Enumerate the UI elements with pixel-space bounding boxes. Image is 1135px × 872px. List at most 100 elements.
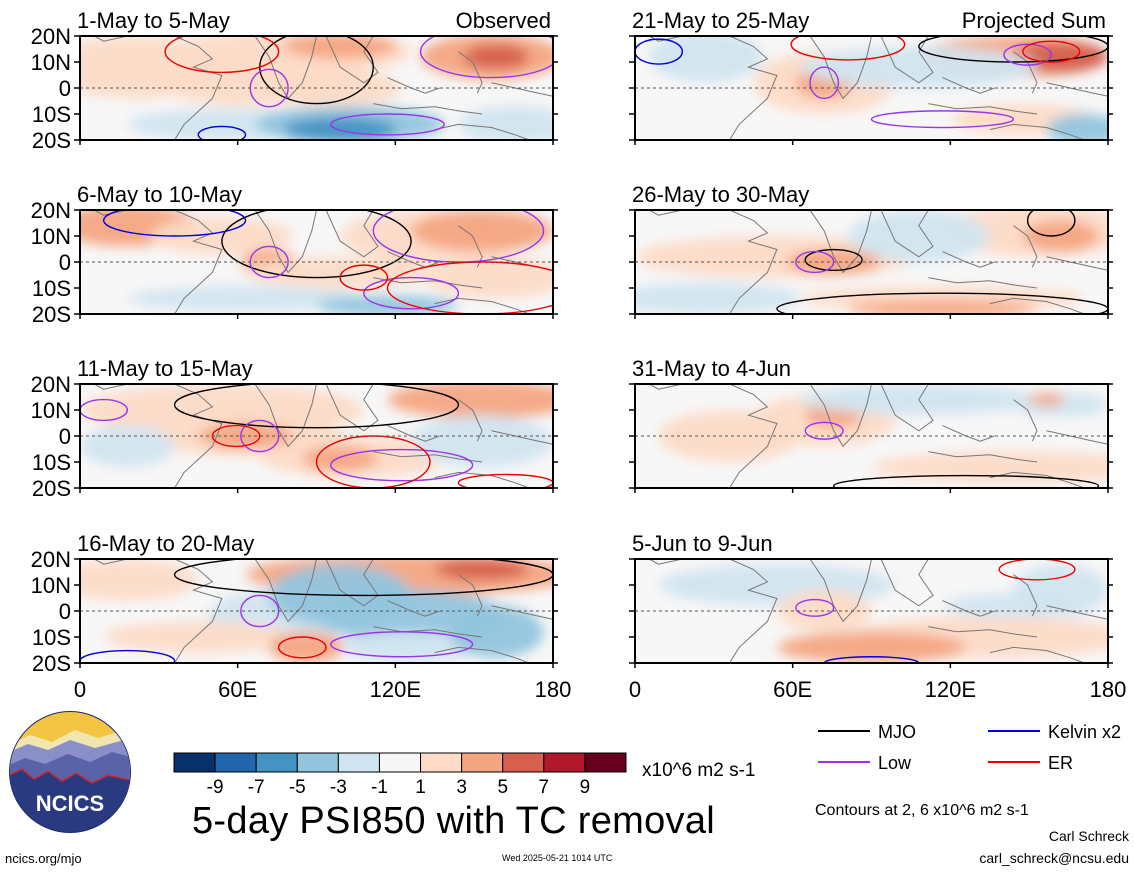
anomaly-blob	[259, 69, 402, 107]
lat-label: 20N	[31, 372, 71, 397]
colorbar-swatch	[378, 752, 422, 773]
contour-low	[329, 113, 445, 136]
lat-label: 10N	[31, 398, 71, 423]
coastline	[434, 646, 530, 663]
coastline	[942, 425, 995, 442]
colorbar-units: x10^6 m2 s-1	[642, 760, 756, 781]
contour-er	[277, 636, 327, 659]
coastline	[809, 559, 872, 623]
lon-label: 120E	[925, 677, 976, 702]
coastline	[942, 77, 995, 94]
coastline	[635, 210, 778, 314]
anomaly-blob	[198, 423, 293, 449]
colorbar-tick-label: -9	[207, 777, 224, 798]
colorbar-swatch	[502, 752, 545, 773]
coastline	[1046, 82, 1108, 97]
coastline	[80, 559, 223, 663]
lat-label: 10N	[31, 224, 71, 249]
anomaly-blob	[635, 282, 801, 314]
coastline	[928, 103, 1038, 115]
contour-mjo	[918, 36, 1108, 63]
anomaly-blob	[942, 593, 1085, 619]
lat-label: 10S	[32, 625, 71, 650]
legend-label: Kelvin x2	[1048, 722, 1121, 742]
contour-kelvinx	[197, 125, 247, 140]
contour-kelvinx	[102, 210, 247, 237]
coastline	[325, 559, 379, 607]
lat-label: 10S	[32, 450, 71, 475]
colorbar-tick-label: -7	[248, 777, 265, 798]
lon-label: 60E	[773, 677, 812, 702]
coastline	[325, 210, 379, 258]
contour-low	[329, 448, 474, 482]
lat-label: 10S	[32, 102, 71, 127]
contour-low	[870, 110, 1015, 129]
anomaly-blob	[411, 210, 553, 252]
lon-label: 180	[1090, 677, 1127, 702]
lat-label: 10N	[31, 573, 71, 598]
colorbar-tick-label: -1	[371, 777, 388, 798]
lon-label: 180	[535, 677, 572, 702]
panel-title: 6-May to 10-May	[77, 182, 242, 207]
lat-label: 20S	[32, 302, 71, 327]
anomaly-blob	[150, 217, 293, 255]
contours	[795, 559, 1076, 663]
contour-mjo	[173, 384, 460, 429]
coastline	[1013, 51, 1038, 94]
colorbar-tick-label: 1	[415, 777, 426, 798]
contours	[635, 36, 1108, 129]
colorbar-swatch	[214, 752, 257, 773]
website-link[interactable]: ncics.org/mjo	[5, 851, 82, 866]
anomaly-blob	[800, 46, 1038, 88]
coastline	[254, 210, 317, 274]
lat-label: 10N	[31, 50, 71, 75]
coastline	[491, 430, 553, 445]
colorbar-swatch	[255, 752, 298, 773]
timestamp: Wed 2025-05-21 1014 UTC	[502, 853, 613, 863]
coastline	[387, 77, 440, 94]
contour-mjo	[1026, 210, 1076, 237]
lat-label: 20S	[32, 651, 71, 676]
colorbar-tick-label: -3	[330, 777, 347, 798]
coastline	[434, 297, 530, 314]
author-email[interactable]: carl_schreck@ncsu.edu	[979, 850, 1129, 866]
lat-label: 20S	[32, 128, 71, 153]
coastline	[80, 36, 223, 140]
coastline	[1013, 225, 1038, 268]
coastline	[1046, 605, 1108, 620]
anomaly-blob	[340, 631, 483, 663]
contour-low	[419, 36, 553, 79]
coastline	[928, 626, 1038, 638]
anomaly-blob	[80, 559, 199, 601]
anomaly-blob	[127, 285, 364, 311]
coastline	[880, 384, 934, 432]
anomaly-blob	[80, 425, 175, 468]
lon-label: 0	[629, 677, 641, 702]
colorbar-tick-label: 7	[539, 777, 550, 798]
anomaly-blob	[425, 256, 553, 299]
coastline	[1046, 430, 1108, 445]
coastline	[80, 210, 223, 314]
coastline	[1013, 399, 1038, 442]
contour-low	[795, 598, 835, 617]
colorbar-swatch	[543, 752, 586, 773]
map-panel: 26-May to 30-May	[629, 182, 1113, 319]
anomaly-blob	[283, 36, 397, 59]
contour-mjo	[832, 474, 1100, 488]
anomaly-shading	[80, 210, 553, 314]
anomaly-blob	[871, 451, 1108, 483]
ncics-logo: NCICS	[9, 711, 131, 833]
panel-title: 16-May to 20-May	[77, 531, 254, 556]
map-panel: 5-Jun to 9-Jun 0 60E 120E 180	[629, 531, 1127, 702]
anomaly-blob	[1022, 220, 1099, 252]
lat-label: 20S	[32, 476, 71, 501]
map-panel: 31-May to 4-Jun	[629, 356, 1113, 493]
anomaly-blob	[302, 446, 378, 472]
lat-label: 20N	[31, 547, 71, 572]
legend-label: MJO	[878, 722, 916, 742]
